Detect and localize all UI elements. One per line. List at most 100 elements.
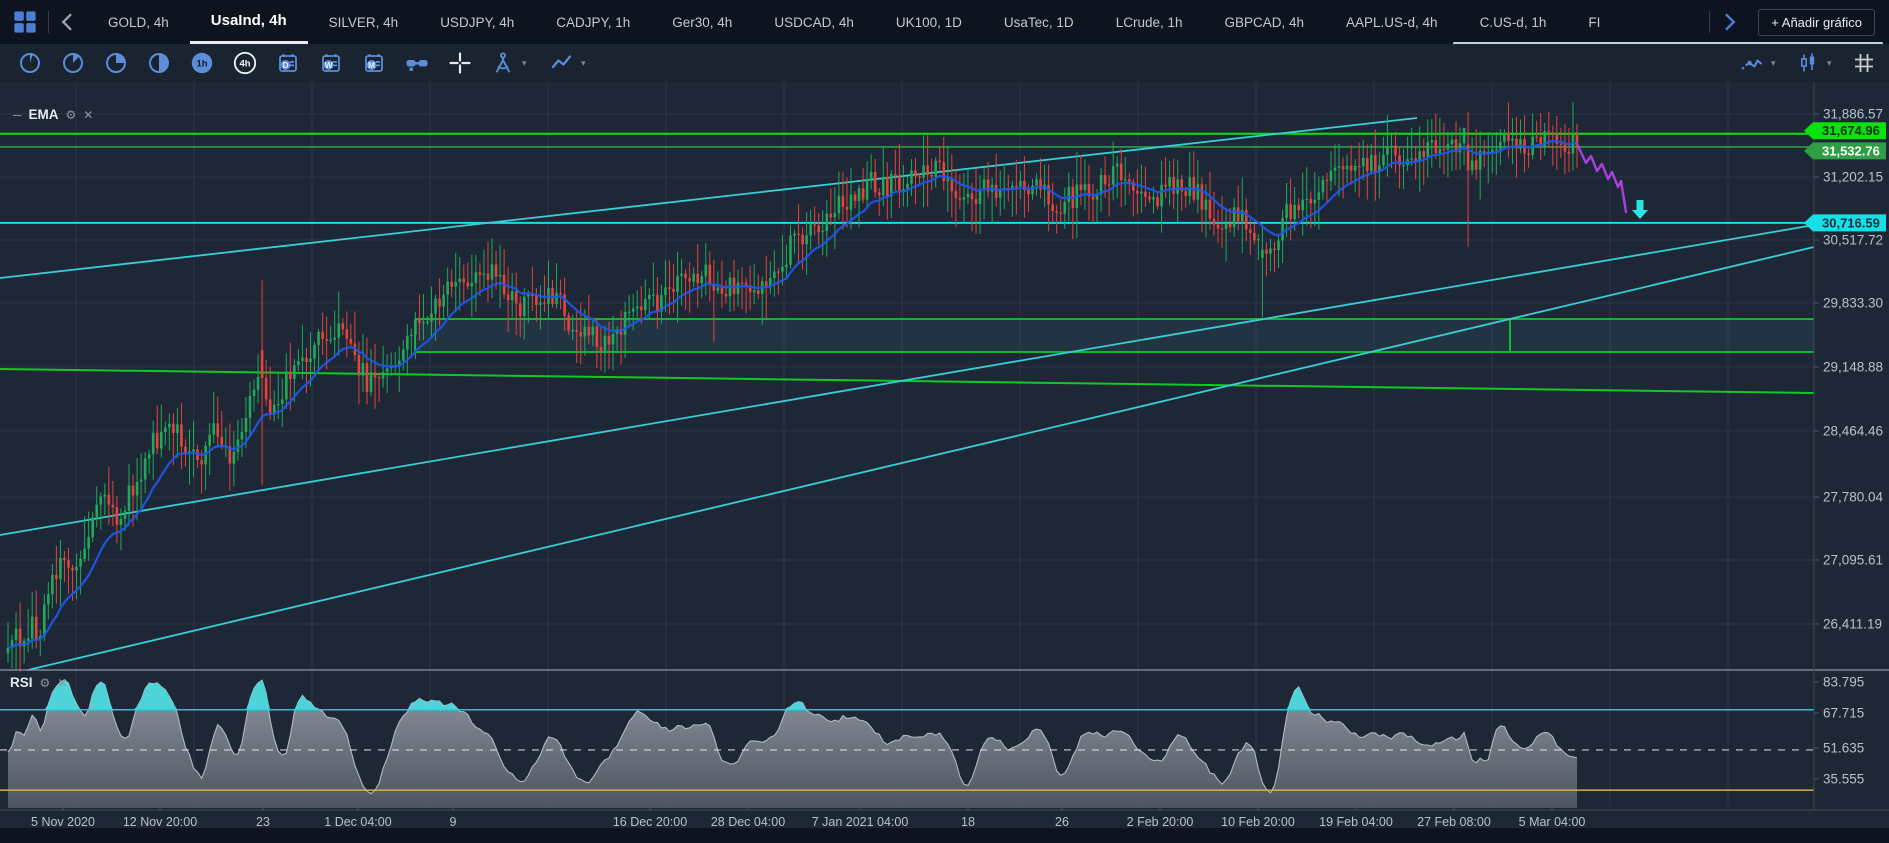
chevron-down-icon[interactable]: ▾ [581, 57, 586, 68]
price-tag: 31,532.76 [1804, 142, 1886, 160]
time-axis-tick: 19 Feb 04:00 [1319, 815, 1393, 829]
time-axis-tick: 18 [961, 815, 975, 829]
svg-text:W: W [325, 60, 334, 70]
chevron-down-icon[interactable]: ▾ [1827, 57, 1832, 68]
tab-c-us-d-1h[interactable]: C.US-d, 1h [1479, 14, 1547, 30]
rsi-axis-tick: 83.795 [1823, 675, 1864, 690]
tf-weekly-button[interactable]: W [318, 50, 344, 76]
time-axis-tick: 1 Dec 04:00 [324, 815, 391, 829]
rsi-level-lines [0, 708, 1814, 791]
tf-5m-button[interactable] [60, 50, 86, 76]
time-axis-tick: 23 [256, 815, 270, 829]
divider [1709, 11, 1711, 33]
price-axis-tick: 31,886.57 [1823, 107, 1883, 122]
tf-1m-button[interactable] [17, 50, 43, 76]
gridlines [0, 82, 1814, 806]
rsi-axis-tick: 67.715 [1823, 706, 1864, 721]
cyan-trendlines [0, 117, 1815, 671]
svg-text:4h: 4h [239, 59, 250, 70]
time-axis-tick: 9 [450, 815, 457, 829]
chevron-left-icon[interactable] [55, 9, 81, 35]
time-axis: 5 Nov 2020 12 Nov 20:00 23 1 Dec 04:00 9 16 D… [0, 804, 1889, 829]
tab-gbpcad-4h[interactable]: GBPCAD, 4h [1224, 14, 1305, 30]
tab-silver-4h[interactable]: SILVER, 4h [328, 14, 399, 30]
crosshair-icon[interactable] [447, 50, 473, 76]
price-tag: 31,674.96 [1804, 122, 1886, 140]
price-axis-tick: 27,095.61 [1823, 553, 1883, 568]
tab-usaind-4h[interactable]: UsaInd, 4h [189, 0, 308, 44]
range-tool-icon[interactable] [404, 50, 430, 76]
chevron-down-icon[interactable]: ▾ [1771, 57, 1776, 68]
chevron-right-icon[interactable] [1716, 9, 1742, 35]
indicators-line-icon[interactable] [549, 50, 575, 76]
tab-uk100-1d[interactable]: UK100, 1D [895, 14, 962, 30]
tf-1h-button[interactable]: 1h [189, 50, 215, 76]
tabbar-scrollbar-thumb[interactable] [1453, 42, 1883, 45]
rsi-label-text: RSI [10, 675, 33, 690]
time-axis-tick: 27 Feb 08:00 [1417, 815, 1491, 829]
price-axis-tick: 28,464.46 [1823, 424, 1883, 439]
tf-15m-button[interactable] [103, 50, 129, 76]
gear-icon[interactable]: ⚙ [65, 107, 77, 122]
chart-toolbar: 1h 4h D W M ▾ ▾ ▾ ▾ [0, 44, 1889, 82]
rsi-area-series [7, 679, 1578, 808]
tf-4h-button[interactable]: 4h [232, 50, 258, 76]
tf-30m-button[interactable] [146, 50, 172, 76]
price-axis-tick: 29,833.30 [1823, 296, 1883, 311]
tab-aapl-us-d-4h[interactable]: AAPL.US-d, 4h [1346, 14, 1438, 30]
rsi-indicator-label: RSI ⚙ ✕ [10, 675, 67, 690]
tab-ger30-4h[interactable]: Ger30, 4h [672, 14, 733, 30]
ema-indicator-label: ─ EMA ⚙ ✕ [13, 107, 93, 122]
tab-usdcad-4h[interactable]: USDCAD, 4h [774, 14, 854, 30]
add-chart-label: + Añadir gráfico [1771, 14, 1862, 30]
tab-usdjpy-4h[interactable]: USDJPY, 4h [440, 14, 515, 30]
collapse-icon[interactable]: ─ [13, 107, 22, 122]
price-axis: 31,886.57 31,202.15 30,517.72 29,833.30 29,1… [1804, 82, 1886, 810]
time-axis-tick: 5 Mar 04:00 [1519, 815, 1586, 829]
price-axis-tick: 31,202.15 [1823, 170, 1883, 185]
price-tag: 30,716.59 [1804, 214, 1886, 232]
time-axis-tick: 10 Feb 20:00 [1221, 815, 1295, 829]
rsi-axis-tick: 51.635 [1823, 741, 1864, 756]
time-axis-tick: 7 Jan 2021 04:00 [812, 815, 909, 829]
forecast-tool-icon[interactable] [1739, 50, 1765, 76]
ema-label-text: EMA [28, 107, 59, 122]
time-axis-tick: 26 [1055, 815, 1069, 829]
svg-text:31,674.96: 31,674.96 [1822, 123, 1880, 138]
time-axis-tick: 2 Feb 20:00 [1127, 815, 1194, 829]
right-tools-group: ▾ ▾ [1725, 50, 1889, 76]
chart-background [0, 82, 1889, 843]
tab-gold-4h[interactable]: GOLD, 4h [108, 14, 169, 30]
close-icon[interactable]: ✕ [57, 675, 68, 690]
rsi-axis-tick: 35.555 [1823, 772, 1864, 787]
tools-group: ▾ ▾ [387, 50, 591, 76]
grid-layout-icon[interactable] [1851, 50, 1877, 76]
tab-cadjpy-1h[interactable]: CADJPY, 1h [556, 14, 631, 30]
close-icon[interactable]: ✕ [83, 107, 94, 122]
svg-text:M: M [368, 60, 375, 70]
tab-strip: GOLD, 4h UsaInd, 4h SILVER, 4h USDJPY, 4h CA… [87, 0, 1709, 44]
chart-type-candles-icon[interactable] [1795, 50, 1821, 76]
grid-apps-icon[interactable] [12, 9, 38, 35]
tf-daily-button[interactable]: D [275, 50, 301, 76]
tf-monthly-button[interactable]: M [361, 50, 387, 76]
add-chart-button[interactable]: + Añadir gráfico [1758, 8, 1875, 36]
ema-line [7, 139, 1578, 649]
instrument-tab-bar: GOLD, 4h UsaInd, 4h SILVER, 4h USDJPY, 4h CA… [0, 0, 1889, 44]
chevron-down-icon[interactable]: ▾ [522, 57, 527, 68]
time-axis-tick: 16 Dec 20:00 [613, 815, 687, 829]
svg-text:31,532.76: 31,532.76 [1822, 143, 1880, 158]
gear-icon[interactable]: ⚙ [39, 675, 51, 690]
tab-lcrude-1h[interactable]: LCrude, 1h [1115, 14, 1183, 30]
drawing-compass-icon[interactable] [490, 50, 516, 76]
price-axis-tick: 30,517.72 [1823, 233, 1883, 248]
tab-fi[interactable]: FI [1588, 14, 1601, 30]
time-axis-tick: 12 Nov 20:00 [123, 815, 197, 829]
svg-text:30,716.59: 30,716.59 [1822, 215, 1880, 230]
tab-usatec-1d[interactable]: UsaTec, 1D [1003, 14, 1074, 30]
price-axis-tick: 29,148.88 [1823, 360, 1883, 375]
svg-text:D: D [283, 60, 289, 70]
divider [48, 11, 49, 33]
